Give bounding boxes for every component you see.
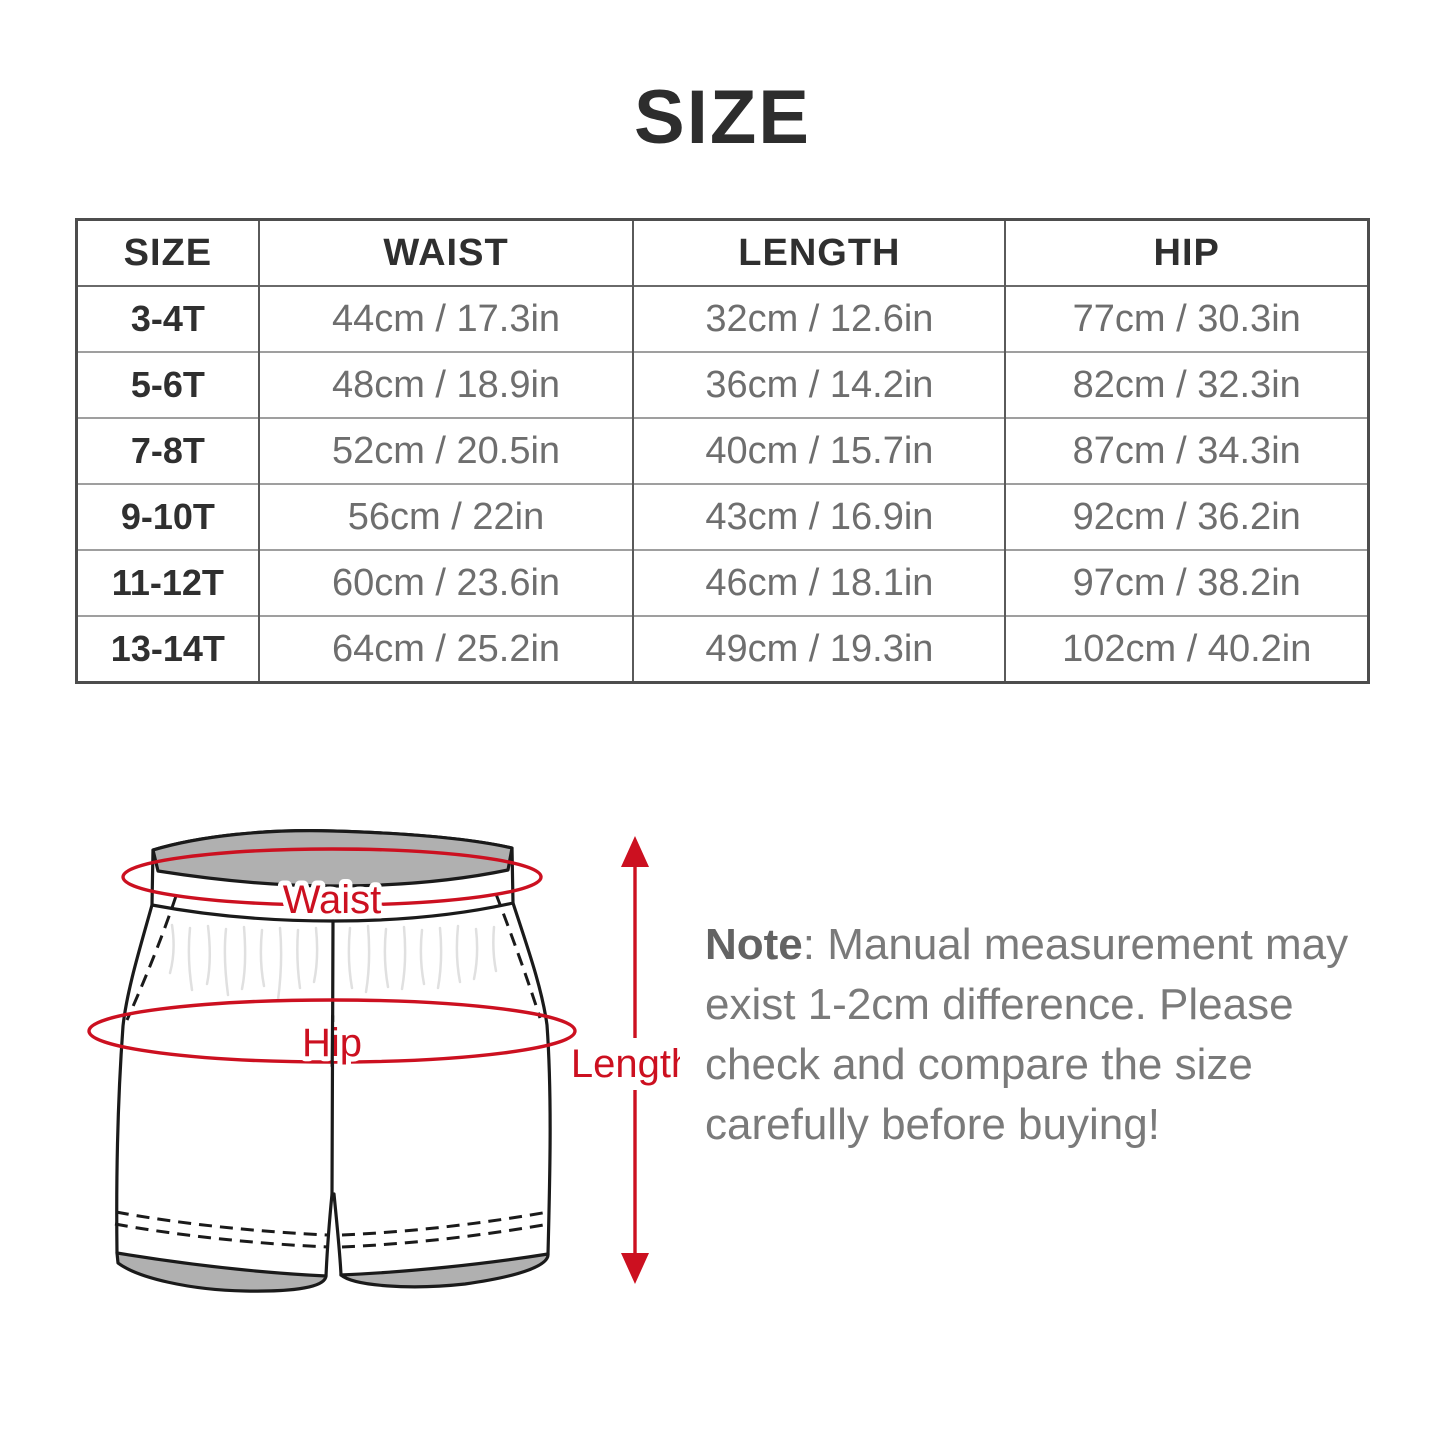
cell-length: 40cm / 15.7in [632,417,1006,484]
note-line: carefully before buying! [705,1100,1160,1149]
note-line-text: Manual measurement may [827,920,1349,969]
waist-label: Waist [283,878,382,922]
note-label: Note [705,920,803,969]
shorts-left-outline [115,903,154,1255]
column-header-waist: WAIST [257,219,634,286]
page-title: SIZE [634,75,811,160]
column-header-hip: HIP [1004,219,1369,286]
shorts-measurement-diagram: Waist Hip Length [87,829,680,1293]
shorts-right-outline [511,901,552,1256]
table-header-row: SIZE WAIST LENGTH HIP [77,219,1369,286]
cell-size: 9-10T [76,483,259,550]
left-hem-stitch [114,1210,329,1249]
cell-length: 32cm / 12.6in [632,285,1006,352]
table-row: 7-8T 52cm / 20.5in 40cm / 15.7in 87cm / … [76,417,1369,484]
cell-hip: 82cm / 32.3in [1004,351,1369,418]
cell-waist: 48cm / 18.9in [257,351,634,418]
table-row: 13-14T 64cm / 25.2in 49cm / 19.3in 102cm… [76,615,1369,683]
column-header-size: SIZE [123,231,213,274]
cell-length: 46cm / 18.1in [632,549,1006,616]
cell-waist: 56cm / 22in [257,483,634,550]
size-table: SIZE WAIST LENGTH HIP 3-4T 44cm / 17.3in… [75,218,1370,684]
cell-waist: 60cm / 23.6in [257,549,634,616]
cell-waist: 52cm / 20.5in [257,417,634,484]
note-line: check and compare the size [705,1040,1253,1089]
cell-hip: 77cm / 30.3in [1004,285,1369,352]
cell-hip: 87cm / 34.3in [1004,417,1369,484]
cell-size: 5-6T [76,351,259,418]
note-line: Note: Manual measurement may [705,915,1385,975]
right-pocket-stitch [494,893,542,1019]
cell-waist: 44cm / 17.3in [257,285,634,352]
cell-length: 36cm / 14.2in [632,351,1006,418]
left-leg-opening [115,1251,328,1293]
table-row: 11-12T 60cm / 23.6in 46cm / 18.1in 97cm … [76,549,1369,616]
cell-size: 3-4T [76,285,259,352]
cell-hip: 92cm / 36.2in [1004,483,1369,550]
waist-ellipse [121,847,543,907]
left-pocket-stitch [125,895,178,1021]
right-inner-leg-edge [332,1192,343,1277]
waistband-top [151,829,514,888]
length-arrow-head-down [621,1253,649,1284]
right-leg-opening [339,1252,550,1289]
table-row: 3-4T 44cm / 17.3in 32cm / 12.6in 77cm / … [76,285,1369,352]
table-row: 5-6T 48cm / 18.9in 36cm / 14.2in 82cm / … [76,351,1369,418]
note-separator: : [802,920,828,969]
cell-size: 7-8T [76,417,259,484]
note-line: exist 1-2cm difference. Please [705,980,1294,1029]
left-inner-leg-edge [324,1192,334,1278]
cell-size: 11-12T [76,549,259,616]
cell-size: 13-14T [76,615,259,683]
right-hem-stitch [341,1210,550,1249]
note-text: Note: Manual measurement may exist 1-2cm… [705,915,1385,1155]
length-label: Length [571,1042,680,1086]
cell-length: 49cm / 19.3in [632,615,1006,683]
fabric-crinkles [168,923,498,1002]
column-header-length: LENGTH [632,219,1006,286]
table-row: 9-10T 56cm / 22in 43cm / 16.9in 92cm / 3… [76,483,1369,550]
cell-hip: 97cm / 38.2in [1004,549,1369,616]
cell-waist: 64cm / 25.2in [257,615,634,683]
cell-length: 43cm / 16.9in [632,483,1006,550]
length-arrow-head-up [621,836,649,867]
length-arrow [621,836,649,1284]
cell-hip: 102cm / 40.2in [1004,615,1369,683]
